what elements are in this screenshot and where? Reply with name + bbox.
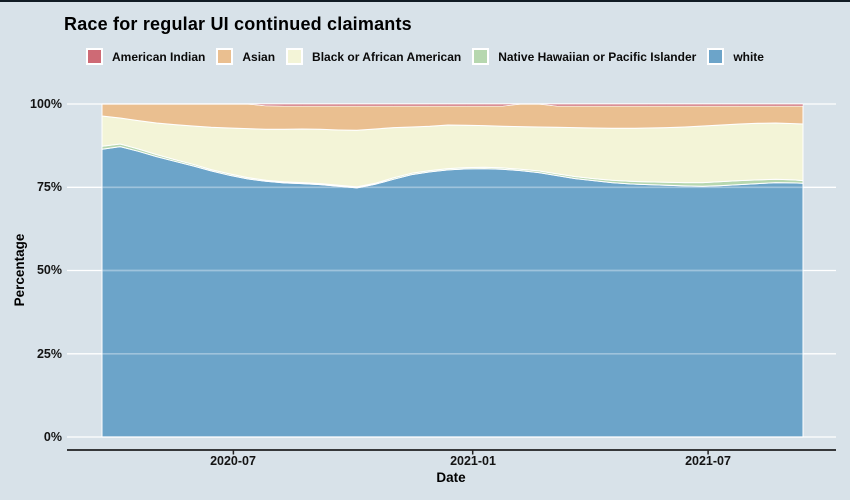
legend-label-white: white xyxy=(733,49,764,64)
legend: American Indian Asian Black or African A… xyxy=(86,48,764,65)
legend-item-black-or-african-american: Black or African American xyxy=(286,48,461,65)
y-tick-label-0: 0% xyxy=(43,430,62,444)
x-tick-label-2021-01: 2021-01 xyxy=(450,454,496,468)
y-tick-label-50: 50% xyxy=(36,263,62,277)
legend-swatch-american-indian xyxy=(86,48,103,65)
x-axis-title: Date xyxy=(436,470,466,485)
legend-swatch-native-hawaiian-or-pacific-islander xyxy=(472,48,490,65)
legend-label-american-indian: American Indian xyxy=(112,49,206,64)
legend-label-black-or-african-american: Black or African American xyxy=(312,49,462,64)
legend-label-asian: Asian xyxy=(242,49,276,64)
legend-item-asian: Asian xyxy=(216,48,275,65)
legend-item-white: white xyxy=(707,48,764,65)
y-axis-title: Percentage xyxy=(12,233,27,307)
legend-swatch-asian xyxy=(216,48,234,65)
legend-swatch-black-or-african-american xyxy=(286,48,304,65)
x-tick-label-2020-07: 2020-07 xyxy=(210,454,256,468)
legend-label-native-hawaiian-or-pacific-islander: Native Hawaiian or Pacific Islander xyxy=(498,49,697,64)
y-tick-label-100: 100% xyxy=(30,97,62,111)
y-tick-label-25: 25% xyxy=(36,347,62,361)
y-tick-label-75: 75% xyxy=(36,180,62,194)
legend-item-american-indian: American Indian xyxy=(86,48,205,65)
legend-swatch-white xyxy=(707,48,725,65)
window-top-border xyxy=(0,0,850,2)
x-tick-label-2021-07: 2021-07 xyxy=(685,454,731,468)
legend-item-native-hawaiian-or-pacific-islander: Native Hawaiian or Pacific Islander xyxy=(472,48,696,65)
chart-title: Race for regular UI continued claimants xyxy=(64,14,412,34)
